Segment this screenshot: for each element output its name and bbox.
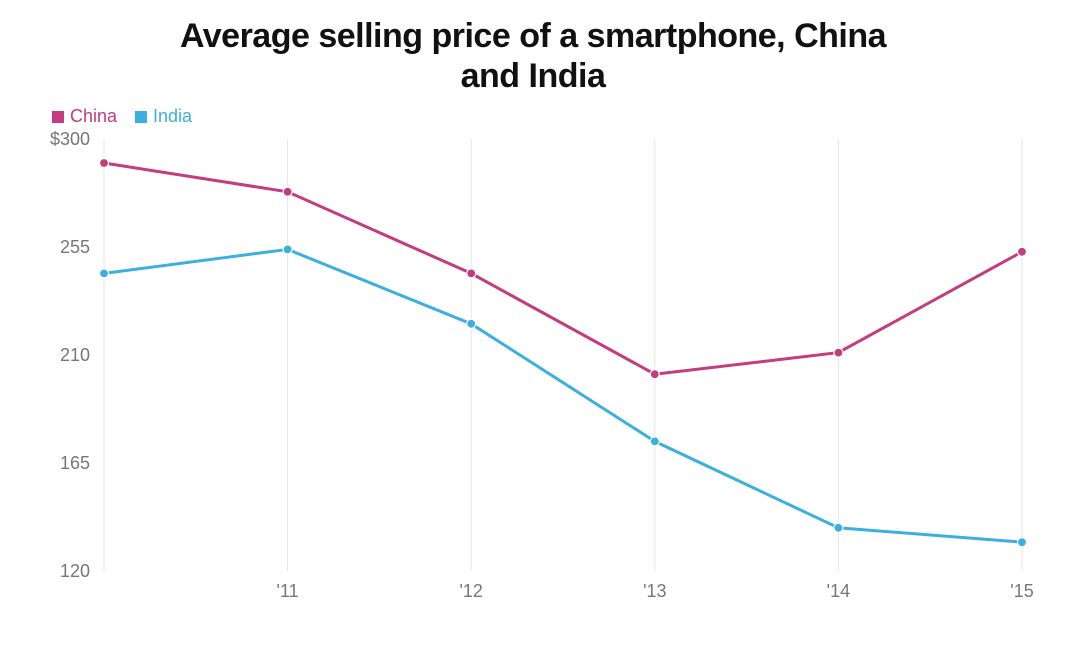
y-axis-label: 165 [60, 453, 90, 473]
legend-swatch-china [52, 111, 64, 123]
legend-swatch-india [135, 111, 147, 123]
x-axis-label: '15 [1010, 581, 1033, 601]
data-point-china [650, 370, 659, 379]
data-point-china [467, 269, 476, 278]
series-line-china [104, 163, 1022, 374]
chart-title-line-1: Average selling price of a smartphone, C… [83, 16, 983, 56]
y-axis-label: 255 [60, 237, 90, 257]
data-point-china [100, 159, 109, 168]
data-point-china [1018, 248, 1027, 257]
y-axis-label: $300 [50, 131, 90, 149]
x-axis-label: '13 [643, 581, 666, 601]
series-line-india [104, 250, 1022, 543]
legend-label-india: India [153, 106, 192, 127]
legend-label-china: China [70, 106, 117, 127]
x-axis-label: '11 [277, 581, 299, 601]
chart-legend: China India [52, 106, 1042, 127]
chart-title: Average selling price of a smartphone, C… [83, 16, 983, 96]
y-axis-label: 210 [60, 345, 90, 365]
data-point-india [650, 437, 659, 446]
data-point-china [834, 348, 843, 357]
data-point-india [1018, 538, 1027, 547]
data-point-india [834, 524, 843, 533]
y-axis-label: 120 [60, 561, 90, 581]
legend-item-india: India [135, 106, 192, 127]
chart-plot-area: 120 165 210 255 $300 '11 '12 '13 '14 '15 [24, 131, 1034, 611]
x-axis-label: '14 [827, 581, 850, 601]
chart-container: Average selling price of a smartphone, C… [0, 0, 1066, 662]
legend-item-china: China [52, 106, 117, 127]
chart-svg: 120 165 210 255 $300 '11 '12 '13 '14 '15 [24, 131, 1034, 611]
data-point-china [283, 188, 292, 197]
x-axis-label: '12 [459, 581, 482, 601]
data-point-india [467, 320, 476, 329]
data-point-india [100, 269, 109, 278]
data-point-india [283, 245, 292, 254]
chart-title-line-2: and India [83, 56, 983, 96]
